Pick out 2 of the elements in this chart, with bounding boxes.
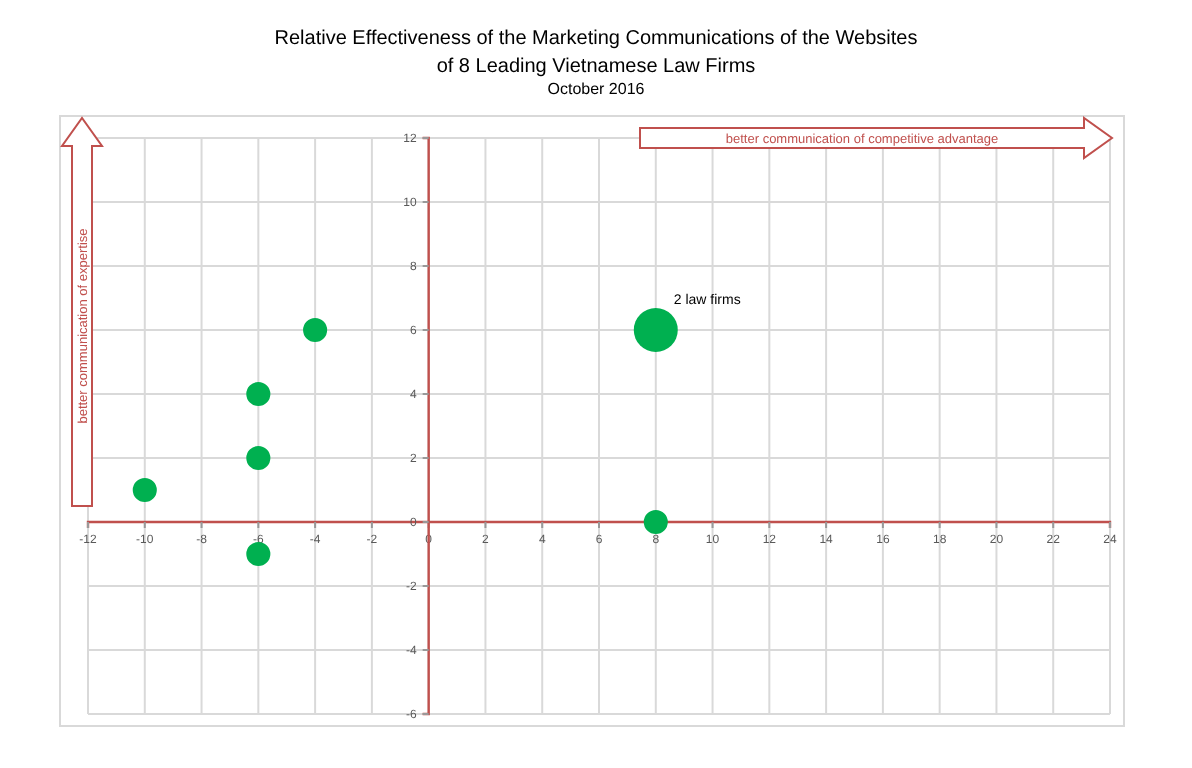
- chart-subtitle: October 2016: [547, 80, 646, 98]
- chart-title: Relative Effectiveness of the Marketing Communications of the Websites of 8 Leading Vietnamese Law Firms: [274, 28, 918, 78]
